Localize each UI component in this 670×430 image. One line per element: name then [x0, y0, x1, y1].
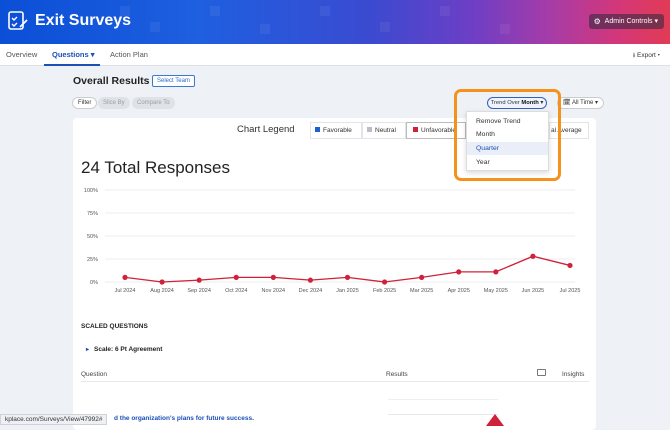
legend-label: Favorable — [323, 127, 352, 134]
result-gridline — [388, 414, 498, 415]
chevron-down-icon: ▾ — [654, 18, 658, 25]
app-header: Exit Surveys ⚙ Admin Controls ▾ — [0, 0, 670, 44]
dropdown-option-quarter[interactable]: Quarter — [467, 142, 548, 155]
data-point — [122, 274, 128, 280]
y-tick-label: 75% — [87, 211, 98, 217]
scaled-questions-heading: SCALED QUESTIONS — [81, 323, 148, 330]
y-tick-label: 50% — [87, 234, 98, 240]
tab-overview[interactable]: Overview — [6, 50, 38, 59]
y-tick-label: 100% — [84, 188, 98, 194]
app-title: Exit Surveys — [35, 12, 132, 29]
series-points — [122, 253, 573, 285]
data-point — [344, 274, 351, 280]
header-tile — [380, 22, 390, 32]
trend-dropdown-menu: Remove Trend Month Quarter Year — [466, 111, 549, 171]
chevron-down-icon: ▾ — [538, 100, 544, 106]
x-tick-label: Oct 2024 — [225, 288, 247, 294]
data-point — [456, 269, 462, 275]
unfavorable-swatch — [413, 127, 418, 132]
header-tile — [500, 24, 510, 34]
admin-controls-label: Admin Controls — [604, 18, 653, 25]
result-gridline — [388, 399, 498, 400]
legend-label: Unfavorable — [421, 127, 457, 134]
survey-logo-icon — [8, 11, 28, 30]
trend-over-dropdown[interactable]: Trend Over Month ▾ — [487, 97, 547, 109]
x-tick-label: May 2025 — [484, 288, 508, 294]
header-tile — [150, 22, 160, 32]
filter-button[interactable]: Filter — [72, 97, 98, 109]
trend-label: Trend Over — [490, 100, 522, 106]
y-tick-label: 0% — [90, 280, 98, 286]
y-axis-ticks: 100% 75% 50% 25% 0% — [84, 188, 98, 286]
table-header-divider — [81, 381, 589, 382]
data-point — [233, 274, 239, 280]
chart-legend-title: Chart Legend — [237, 124, 295, 135]
data-point — [270, 274, 276, 280]
column-results: Results — [386, 371, 408, 378]
y-tick-label: 25% — [87, 257, 98, 263]
tab-questions[interactable]: Questions ▾ — [52, 50, 95, 59]
x-tick-label: Dec 2024 — [299, 288, 323, 294]
x-tick-label: Sep 2024 — [187, 288, 211, 294]
caret-right-icon: ▸ — [86, 347, 90, 353]
dropdown-option-year[interactable]: Year — [476, 159, 490, 166]
x-tick-label: Nov 2024 — [262, 288, 286, 294]
legend-label: Neutral — [375, 127, 396, 134]
date-range-dropdown[interactable]: 🗓 All Time ▾ — [557, 97, 604, 109]
legend-neutral[interactable]: Neutral — [362, 122, 406, 139]
legend-favorable[interactable]: Favorable — [310, 122, 362, 139]
neutral-swatch — [367, 127, 372, 132]
x-tick-label: Feb 2025 — [373, 288, 396, 294]
x-tick-label: Jan 2025 — [336, 288, 359, 294]
x-tick-label: Aug 2024 — [150, 288, 174, 294]
header-tile — [440, 6, 450, 16]
trend-line-chart: 100% 75% 50% 25% 0% Jul 2024 Aug 2024 Sep 2024… — [84, 188, 581, 294]
column-insights: Insights — [562, 371, 585, 378]
select-team-button[interactable]: Select Team — [152, 75, 195, 87]
legend-unfavorable[interactable]: Unfavorable — [406, 122, 466, 139]
data-point — [567, 262, 573, 269]
slice-by-button[interactable]: Slice By — [98, 97, 130, 109]
dropdown-option-month[interactable]: Month — [476, 131, 495, 138]
x-tick-label: Jul 2025 — [560, 288, 581, 294]
scale-label: Scale: 6 Pt Agreement — [94, 346, 163, 353]
data-point — [159, 279, 165, 285]
comment-icon[interactable] — [537, 369, 546, 376]
header-tile — [210, 6, 220, 16]
total-responses: 24 Total Responses — [81, 158, 231, 177]
x-tick-label: Apr 2025 — [448, 288, 470, 294]
unfavorable-result-bar — [486, 414, 504, 426]
data-point — [493, 269, 499, 275]
favorable-swatch — [315, 127, 320, 132]
x-tick-label: Jul 2024 — [115, 288, 136, 294]
data-point — [419, 274, 425, 280]
browser-status-url: kplace.com/Surveys/View/47992# — [0, 414, 108, 425]
trend-value: Month — [521, 100, 539, 106]
page-title: Overall Results — [73, 75, 150, 87]
annotation-highlight-box — [454, 89, 561, 181]
top-nav: Overview Questions ▾ Action Plan ⭳ Expor… — [0, 44, 670, 66]
column-question: Question — [81, 371, 108, 378]
x-tick-label: Jun 2025 — [522, 288, 545, 294]
compare-to-button[interactable]: Compare To — [132, 97, 175, 109]
header-tile — [260, 24, 270, 34]
data-point — [196, 277, 202, 283]
data-point — [307, 277, 314, 283]
tab-action-plan[interactable]: Action Plan — [110, 50, 148, 59]
question-link[interactable]: d the organization's plans for future su… — [114, 415, 254, 422]
data-point — [530, 253, 536, 259]
x-axis-ticks: Jul 2024 Aug 2024 Sep 2024 Oct 2024 Nov 2024… — [115, 288, 581, 294]
chart-grid — [105, 189, 575, 283]
scale-toggle[interactable]: ▸ Scale: 6 Pt Agreement — [86, 346, 162, 353]
admin-controls-button[interactable]: ⚙ Admin Controls ▾ — [588, 14, 664, 29]
dropdown-option-remove-trend[interactable]: Remove Trend — [476, 118, 521, 125]
header-tile — [320, 6, 330, 16]
header-tile — [120, 6, 130, 16]
data-point — [381, 279, 388, 285]
x-tick-label: Mar 2025 — [410, 288, 433, 294]
gear-icon: ⚙ — [593, 17, 601, 26]
active-tab-indicator — [44, 64, 100, 66]
export-button[interactable]: ⭳ Export ▾ — [632, 52, 660, 59]
